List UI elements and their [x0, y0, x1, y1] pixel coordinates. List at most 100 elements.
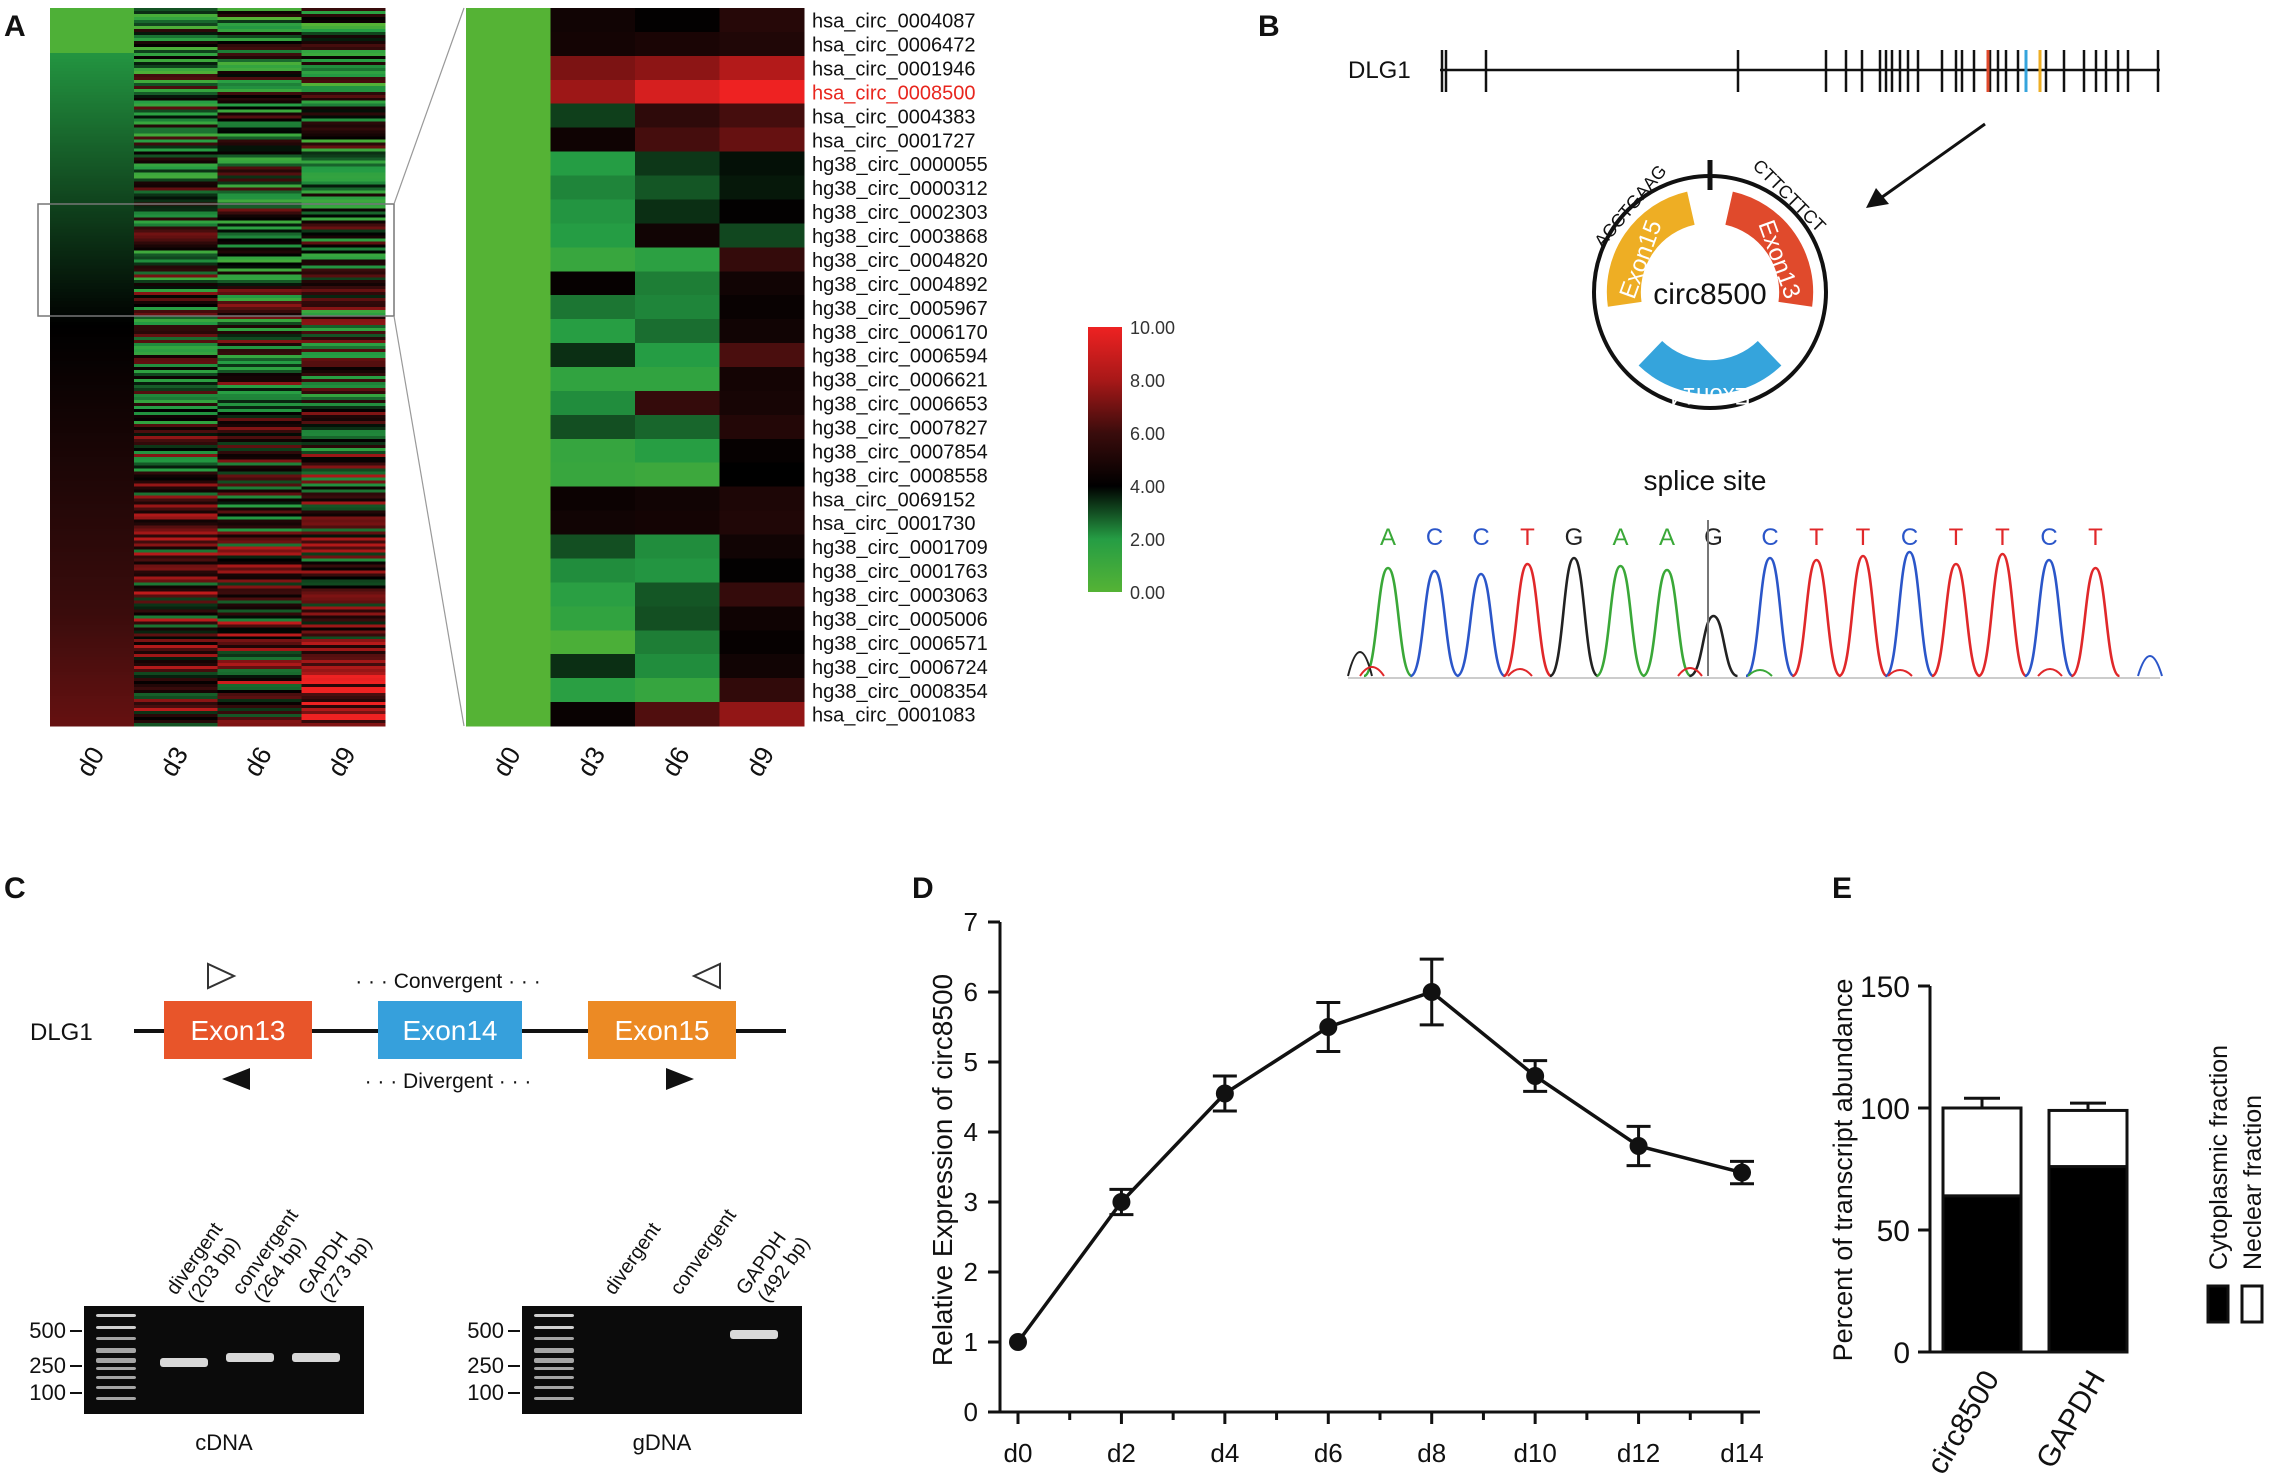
heatmap-cell: [217, 606, 302, 610]
heatmap-cell: [301, 100, 386, 105]
lane-name: convergent: [666, 1205, 741, 1299]
ladder-band: [534, 1326, 574, 1329]
heatmap-cell: [50, 699, 135, 703]
exon-tick-marks: [1440, 50, 2160, 92]
heatmap-cell: [217, 426, 302, 431]
heatmap-cell: [217, 534, 302, 539]
heatmap-cell: [133, 603, 219, 607]
heatmap-cell: [217, 675, 302, 679]
ladder-band: [534, 1367, 574, 1370]
heatmap-cell: [301, 235, 386, 239]
heatmap-cell: [133, 642, 219, 646]
heatmap-cell: [50, 510, 135, 515]
heatmap-cell: [301, 190, 386, 195]
heatmap-cell: [301, 139, 386, 144]
heatmap-cell: [133, 612, 219, 616]
heatmap-cell: [133, 16, 219, 21]
heatmap-cell: [301, 115, 386, 120]
heatmap-cell: [217, 157, 302, 162]
heatmap-cell: [217, 381, 302, 386]
heatmap-cell: [133, 178, 219, 183]
heatmap-cell: [50, 328, 135, 332]
heatmap-cell: [50, 489, 135, 494]
heatmap-cell: [217, 636, 302, 640]
circrna-labels: hsa_circ_0004087hsa_circ_0006472hsa_circ…: [812, 11, 988, 727]
sequencing-chromatogram: [1347, 550, 2163, 678]
heatmap-cell: [301, 534, 386, 539]
heatmap-cell: [217, 372, 302, 377]
heatmap-cell: [50, 268, 135, 272]
y-tick-label: 2: [964, 1257, 978, 1287]
zoom-heatmap-cell: [466, 462, 552, 488]
heatmap-cell: [50, 229, 135, 233]
heatmap-cell: [217, 358, 302, 362]
heatmap-cell: [217, 603, 302, 607]
heatmap-cell: [133, 253, 219, 257]
panel-a-heatmap: A hsa_circ_0004087hsa_circ_0006472hsa_ci…: [4, 7, 1175, 782]
heatmap-cell: [50, 334, 135, 338]
zoom-heatmap-cell: [719, 438, 805, 464]
heatmap-cell: [133, 190, 219, 195]
zoom-heatmap-cell: [466, 630, 552, 655]
heatmap-cell: [133, 414, 219, 419]
zoom-heatmap-cell: [466, 127, 552, 153]
heatmap-cell: [301, 408, 386, 413]
zoom-heatmap-cell: [719, 175, 805, 201]
heatmap-cell: [50, 331, 135, 335]
heatmap-cell: [50, 624, 135, 628]
y-axis-title: Relative Expression of circ8500: [927, 974, 958, 1366]
heatmap-cell: [50, 169, 135, 174]
gel-band: [160, 1358, 208, 1367]
divergent-primer-right-icon: [666, 1068, 694, 1090]
heatmap-cell: [50, 564, 135, 569]
bar-segment: [1941, 1194, 2023, 1354]
heatmap-cell: [50, 124, 135, 129]
heatmap-cell: [301, 393, 386, 398]
circrna-label: hsa_circ_0001946: [812, 59, 975, 81]
heatmap-cell: [301, 516, 386, 521]
heatmap-cell: [301, 657, 386, 661]
heatmap-cell: [133, 205, 219, 210]
heatmap-cell: [133, 720, 219, 724]
heatmap-cell: [50, 208, 135, 213]
heatmap-cell: [133, 369, 219, 374]
heatmap-cell: [217, 133, 302, 138]
zoom-heatmap-cell: [635, 151, 721, 177]
heatmap-cell: [217, 615, 302, 619]
heatmap-cell: [217, 118, 302, 123]
zoom-heatmap-cell: [719, 127, 805, 153]
heatmap-cell: [133, 618, 219, 622]
heatmap-cell: [217, 501, 302, 506]
circrna-label: hg38_circ_0007827: [812, 418, 988, 440]
heatmap-cell: [301, 576, 386, 581]
heatmap-cell: [217, 672, 302, 676]
heatmap-cell: [50, 355, 135, 359]
heatmap-cell: [301, 402, 386, 407]
heatmap-cell: [217, 247, 302, 251]
heatmap-cell: [301, 10, 386, 15]
heatmap-cell: [301, 705, 386, 709]
heatmap-cell: [133, 256, 219, 260]
heatmap-cell: [50, 238, 135, 242]
heatmap-cell: [301, 411, 386, 416]
zoom-heatmap-cell: [719, 678, 805, 703]
heatmap-cell: [50, 705, 135, 709]
heatmap-cell: [50, 8, 135, 12]
heatmap-cell: [217, 621, 302, 625]
heatmap-cell: [301, 699, 386, 703]
heatmap-cell: [217, 328, 302, 332]
heatmap-cell: [50, 408, 135, 413]
heatmap-cell: [133, 124, 219, 129]
gel-band: [292, 1353, 340, 1362]
heatmap-cell: [217, 64, 302, 69]
heatmap-cell: [301, 660, 386, 664]
zoom-heatmap-cell: [635, 295, 721, 320]
heatmap-cell: [50, 675, 135, 679]
heatmap-cell: [217, 456, 302, 461]
heatmap-cell: [217, 178, 302, 183]
heatmap-cell: [301, 567, 386, 572]
heatmap-cell: [301, 399, 386, 404]
heatmap-cell: [50, 64, 135, 69]
zoom-heatmap-cell: [466, 678, 552, 703]
